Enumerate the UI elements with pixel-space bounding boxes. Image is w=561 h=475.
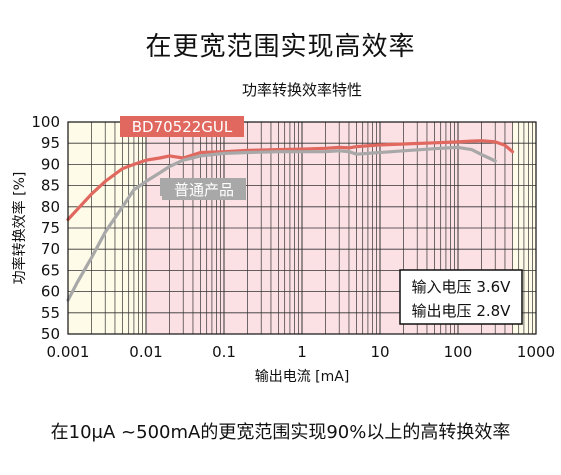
x-tick-label: 100 [444,343,473,361]
series-label-bd70522gul: BD70522GUL [120,116,244,137]
conditions-box: 输入电压 3.6V 输出电压 2.8V [399,269,523,325]
series-label-bd70522gul-box [120,116,244,137]
condition-output-voltage: 输出电压 2.8V [412,302,512,320]
series-line-generic [66,145,497,302]
y-tick-label: 65 [41,261,60,279]
y-axis-label: 功率转换效率 [%] [11,172,28,285]
y-tick-label: 80 [41,198,60,216]
series-label-generic: 普通产品 [160,178,246,200]
x-tick-label: 0.001 [47,343,90,361]
headline: 在更宽范围实现高效率 [145,32,416,62]
y-tick-label: 85 [41,177,60,195]
x-tick-label: 0.1 [212,343,236,361]
y-tick-label: 60 [41,283,60,301]
y-tick-label: 50 [41,325,60,343]
y-tick-label: 100 [31,113,60,131]
footer-caption: 在10μA ~500mA的更宽范围实现90%以上的高转换效率 [50,422,511,443]
y-tick-label: 95 [41,134,60,152]
x-tick-label: 10 [370,343,389,361]
series-label-generic-text: 普通产品 [174,181,234,199]
conditions-box-frame [399,269,523,325]
series-label-bd70522gul-text: BD70522GUL [132,118,233,136]
plot-frame [67,121,537,335]
x-tick-label: 0.01 [129,343,162,361]
y-tick-label: 75 [41,219,60,237]
y-tick-label: 55 [41,304,60,322]
chart-title: 功率转换效率特性 [242,81,362,99]
series-label-generic-box [162,178,246,200]
y-tick-label: 90 [41,155,60,173]
series-line-bd70522gul [66,139,515,222]
y-tick-label: 70 [41,240,60,258]
x-tick-label: 1 [297,343,307,361]
x-tick-label: 1000 [517,343,555,361]
condition-input-voltage: 输入电压 3.6V [412,278,512,296]
x-axis-label: 输出电流 [mA] [255,369,350,385]
